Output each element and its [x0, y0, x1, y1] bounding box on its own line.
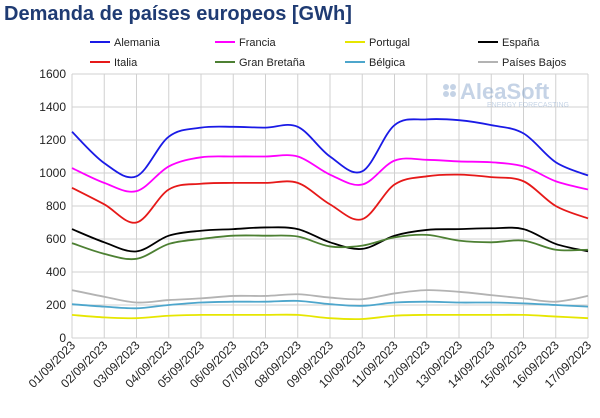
watermark-tagline: ENERGY FORECASTING [487, 102, 569, 109]
legend: Alemania Francia Portugal España Italia Gran … [90, 37, 567, 69]
aleasoft-logo-icon [443, 84, 456, 97]
series-line-gran-bretana [71, 233, 589, 261]
legend-label-alemania: Alemania [114, 37, 161, 49]
series-line-francia [71, 154, 589, 193]
y-tick-label: 600 [46, 232, 66, 246]
series-line-italia [71, 173, 589, 224]
series-line-espana [71, 226, 589, 253]
aleasoft-watermark: AleaSoft ENERGY FORECASTING [443, 79, 569, 109]
series-lines [71, 118, 589, 321]
y-tick-label: 1200 [39, 133, 66, 147]
legend-label-francia: Francia [239, 37, 277, 49]
y-axis-ticks: 0 200 400 600 800 1000 1200 1400 1600 [39, 67, 66, 345]
watermark-brand: AleaSoft [460, 79, 550, 104]
y-tick-label: 1000 [39, 166, 66, 180]
y-tick-label: 800 [46, 199, 66, 213]
chart-title: Demanda de países europeos [GWh] [4, 3, 352, 25]
series-line-alemania [71, 118, 589, 179]
legend-label-gran-bretana: Gran Bretaña [239, 57, 306, 69]
y-tick-label: 0 [59, 331, 66, 345]
legend-label-belgica: Bélgica [369, 57, 406, 69]
series-line-belgica [71, 299, 589, 310]
y-tick-label: 400 [46, 265, 66, 279]
series-line-paises-bajos [71, 289, 589, 304]
x-axis-ticks: 01/09/202302/09/202303/09/202304/09/2023… [26, 338, 595, 391]
y-tick-label: 1400 [39, 100, 66, 114]
y-tick-label: 1600 [39, 67, 66, 81]
series-line-portugal [71, 313, 589, 321]
legend-label-paises-bajos: Países Bajos [502, 57, 567, 69]
legend-label-espana: España [502, 37, 540, 49]
y-tick-label: 200 [46, 298, 66, 312]
legend-label-portugal: Portugal [369, 37, 410, 49]
legend-label-italia: Italia [114, 57, 138, 69]
